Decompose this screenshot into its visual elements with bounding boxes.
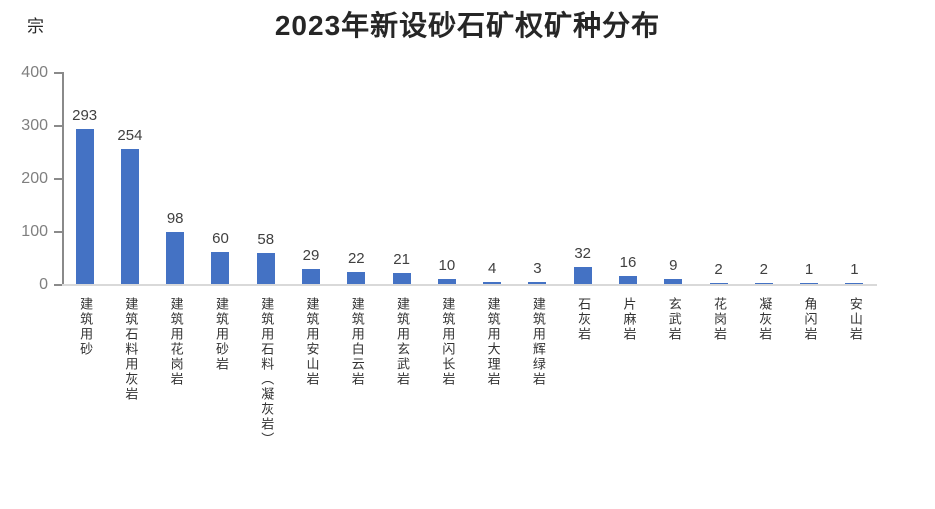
bar xyxy=(709,283,728,284)
bar xyxy=(573,267,592,284)
bar xyxy=(800,283,819,284)
category-label: 建筑用安山岩 xyxy=(304,297,320,387)
category-label: 建筑用石料（凝灰岩） xyxy=(259,297,275,447)
value-label: 254 xyxy=(117,127,143,144)
category-label: 凝灰岩 xyxy=(757,297,773,342)
value-label: 4 xyxy=(487,260,497,277)
bar xyxy=(211,252,230,284)
value-label: 60 xyxy=(212,230,229,247)
bar xyxy=(392,273,411,284)
category-label: 建筑石料用灰岩 xyxy=(123,297,139,402)
category-label: 建筑用辉绿岩 xyxy=(530,297,546,387)
value-label: 3 xyxy=(533,260,542,277)
category-label: 片麻岩 xyxy=(621,297,637,342)
value-label: 98 xyxy=(166,210,184,227)
y-tick-label: 0 xyxy=(39,276,48,293)
value-label: 2 xyxy=(759,261,768,278)
y-axis-unit-label: 宗 xyxy=(27,17,44,36)
value-label: 21 xyxy=(393,251,410,268)
bar xyxy=(528,282,547,284)
bar xyxy=(120,149,139,284)
bar xyxy=(302,269,321,284)
value-label: 10 xyxy=(438,257,456,274)
bar xyxy=(483,282,502,284)
value-label: 29 xyxy=(302,247,320,264)
value-label: 1 xyxy=(850,261,859,278)
bar xyxy=(664,279,683,284)
value-label: 22 xyxy=(347,250,365,267)
bar xyxy=(347,272,366,284)
value-label: 293 xyxy=(72,107,98,124)
y-axis-line xyxy=(62,72,64,286)
y-tick-mark xyxy=(54,284,62,286)
y-tick-mark xyxy=(54,125,62,127)
y-tick-label: 300 xyxy=(21,117,48,134)
category-label: 建筑用砂岩 xyxy=(213,297,229,372)
bar xyxy=(75,129,94,284)
bar xyxy=(256,253,275,284)
y-tick-mark xyxy=(54,72,62,74)
bar xyxy=(618,276,637,284)
bar xyxy=(845,283,864,284)
y-tick-label: 200 xyxy=(21,170,48,187)
category-label: 石灰岩 xyxy=(576,297,592,342)
category-label: 安山岩 xyxy=(847,297,863,342)
value-label: 58 xyxy=(257,231,275,248)
value-label: 16 xyxy=(619,254,637,271)
y-tick-mark xyxy=(54,178,62,180)
value-label: 2 xyxy=(714,261,723,278)
category-label: 建筑用砂 xyxy=(78,297,94,357)
bar xyxy=(166,232,185,284)
category-label: 建筑用花岗岩 xyxy=(168,297,184,387)
category-label: 建筑用大理岩 xyxy=(485,297,501,387)
chart-title: 2023年新设砂石矿权矿种分布 xyxy=(274,10,661,41)
x-axis-line xyxy=(62,284,877,286)
category-label: 建筑用玄武岩 xyxy=(395,297,411,387)
bar xyxy=(437,279,456,284)
category-label: 角闪岩 xyxy=(802,297,818,342)
y-tick-mark xyxy=(54,231,62,233)
category-label: 玄武岩 xyxy=(666,297,682,342)
category-label: 花岗岩 xyxy=(711,297,727,342)
value-label: 9 xyxy=(669,257,678,274)
value-label: 1 xyxy=(804,261,814,278)
value-label: 32 xyxy=(574,245,592,262)
y-tick-label: 100 xyxy=(21,223,48,240)
category-label: 建筑用白云岩 xyxy=(349,297,365,387)
bar xyxy=(754,283,773,284)
category-label: 建筑用闪长岩 xyxy=(440,297,456,387)
y-tick-label: 400 xyxy=(21,64,48,81)
